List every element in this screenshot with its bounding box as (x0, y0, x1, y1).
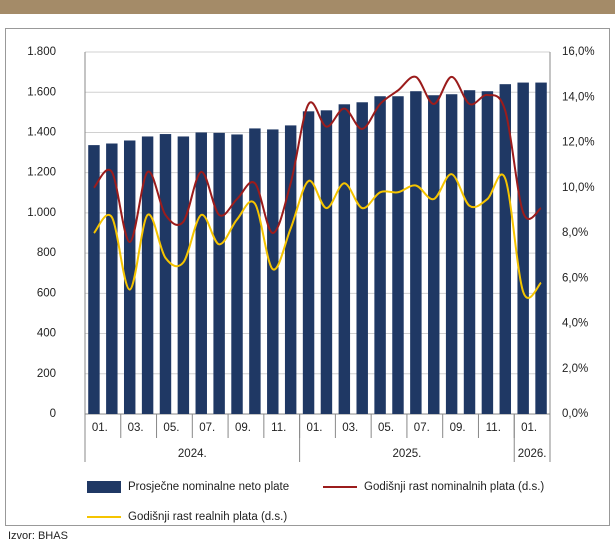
y2-tick-label: 2,0% (562, 363, 588, 375)
bar (159, 134, 172, 414)
bar (195, 132, 207, 414)
bar (338, 104, 351, 415)
x-tick-label: 11. (486, 422, 501, 434)
bar (356, 102, 368, 415)
y-tick-label: 1.600 (27, 86, 56, 98)
x-tick-label: 01. (307, 422, 323, 434)
bar (88, 145, 100, 414)
legend-label: Godišnji rast realnih plata (d.s.) (128, 511, 287, 523)
bar (106, 143, 118, 414)
x-tick-label: 07. (414, 422, 430, 434)
y-tick-label: 1.400 (27, 126, 56, 138)
bar (428, 95, 440, 414)
y-tick-label: 800 (37, 247, 56, 259)
group-label: 2024. (178, 448, 207, 460)
y2-tick-label: 8,0% (562, 227, 588, 239)
x-tick-label: 07. (199, 422, 215, 434)
line (93, 173, 542, 299)
bar (123, 140, 136, 414)
bar (302, 111, 315, 415)
bar (481, 91, 494, 414)
group-label: 2025. (393, 448, 422, 460)
x-tick-label: 01. (521, 422, 537, 434)
legend-swatch (87, 481, 121, 493)
y2-tick-label: 12,0% (562, 137, 595, 149)
group-label: 2026. (518, 448, 547, 460)
y-tick-label: 0 (50, 408, 56, 420)
bar (392, 96, 404, 414)
x-tick-label: 11. (271, 422, 286, 434)
x-tick-label: 05. (378, 422, 394, 434)
bar (249, 128, 261, 414)
bar (463, 90, 476, 414)
x-tick-label: 01. (92, 422, 108, 434)
y-tick-label: 1.800 (27, 46, 56, 58)
legend-label: Prosječne nominalne neto plate (128, 481, 289, 493)
bar (177, 136, 190, 414)
y-tick-label: 400 (37, 328, 56, 340)
y2-tick-label: 4,0% (562, 318, 588, 330)
x-tick-label: 05. (163, 422, 179, 434)
y2-tick-label: 0,0% (562, 408, 588, 420)
bar (517, 82, 529, 415)
y2-tick-label: 14,0% (562, 91, 595, 103)
x-tick-label: 09. (450, 422, 466, 434)
y-tick-label: 1.200 (27, 167, 56, 179)
bar (231, 134, 243, 414)
frame (5, 28, 610, 526)
bar (213, 132, 225, 414)
header-band (0, 0, 615, 14)
y2-tick-label: 6,0% (562, 272, 588, 284)
x-tick-label: 03. (342, 422, 358, 434)
bar (267, 129, 279, 414)
legend-label: Godišnji rast nominalnih plata (d.s.) (364, 481, 544, 493)
y2-tick-label: 10,0% (562, 182, 595, 194)
bar (141, 136, 154, 414)
y-tick-label: 600 (37, 287, 56, 299)
y2-tick-label: 16,0% (562, 46, 595, 58)
y-tick-label: 1.000 (27, 207, 56, 219)
bar (445, 94, 458, 414)
bar (374, 96, 386, 414)
bar (499, 84, 512, 414)
x-tick-label: 09. (235, 422, 251, 434)
x-tick-label: 03. (128, 422, 144, 434)
y-tick-label: 200 (37, 368, 56, 380)
line (93, 75, 542, 244)
bar (320, 110, 333, 415)
bar (284, 125, 297, 415)
bar (410, 91, 422, 414)
bar (535, 82, 547, 415)
source: Izvor: BHAS (8, 530, 68, 542)
